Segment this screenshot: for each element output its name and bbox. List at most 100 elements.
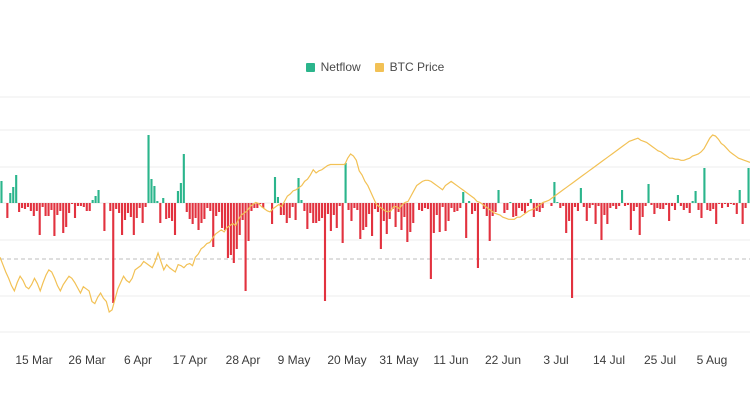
netflow-bar-negative — [726, 203, 729, 207]
netflow-bar-negative — [444, 203, 447, 231]
netflow-bar-negative — [559, 203, 562, 208]
netflow-bar-positive — [153, 186, 156, 203]
netflow-bar-negative — [429, 203, 432, 279]
netflow-bar-negative — [721, 203, 724, 208]
netflow-bar-negative — [79, 203, 82, 206]
netflow-bar-negative — [673, 203, 677, 210]
netflow-bar-negative — [312, 203, 315, 223]
netflow-bar-negative — [715, 203, 718, 224]
netflow-swatch — [305, 62, 315, 72]
netflow-bar-negative — [606, 203, 609, 224]
netflow-bar-negative — [644, 203, 647, 206]
netflow-bar-negative — [41, 203, 44, 207]
netflow-bar-negative — [332, 203, 335, 215]
x-tick-label: 11 Jun — [433, 353, 468, 367]
x-tick-label: 26 Mar — [68, 353, 105, 367]
netflow-bar-negative — [329, 203, 332, 231]
netflow-bar-negative — [191, 203, 194, 224]
netflow-bar-negative — [206, 203, 209, 208]
netflow-bar-negative — [76, 203, 79, 206]
netflow-bar-negative — [712, 203, 715, 209]
netflow-bar-negative — [138, 203, 141, 208]
netflow-bar-negative — [441, 203, 444, 207]
netflow-bar-negative — [235, 203, 238, 249]
netflow-bar-positive — [344, 163, 347, 203]
netflow-bar-negative — [359, 203, 362, 239]
netflow-bar-negative — [668, 203, 671, 221]
netflow-bar-negative — [35, 203, 38, 211]
netflow-bar-negative — [285, 203, 288, 223]
netflow-bar-negative — [373, 203, 377, 209]
netflow-bar-negative — [465, 203, 468, 238]
netflow-bar-negative — [526, 203, 529, 206]
netflow-bar-negative — [568, 203, 571, 221]
netflow-bar-negative — [582, 203, 585, 207]
netflow-bar-negative — [271, 203, 274, 224]
netflow-bar-positive — [0, 181, 3, 203]
netflow-bar-negative — [447, 203, 450, 221]
netflow-bar-negative — [121, 203, 124, 235]
netflow-bar-negative — [171, 203, 174, 221]
netflow-bar-negative — [256, 203, 259, 208]
netflow-bar-negative — [476, 203, 479, 268]
netflow-bar-negative — [218, 203, 221, 212]
legend-item-btc-price[interactable]: BTC Price — [374, 60, 444, 74]
netflow-bar-positive — [12, 187, 15, 203]
netflow-bar-negative — [126, 203, 129, 213]
netflow-bar-negative — [376, 203, 379, 212]
netflow-bar-negative — [294, 203, 297, 220]
netflow-bar-negative — [550, 203, 553, 206]
netflow-bar-negative — [141, 203, 144, 223]
netflow-bar-positive — [691, 201, 694, 203]
netflow-bar-positive — [91, 200, 94, 203]
netflow-bar-negative — [350, 203, 353, 221]
netflow-bar-negative — [697, 203, 700, 210]
netflow-bar-positive — [94, 196, 97, 203]
netflow-bar-negative — [626, 203, 629, 205]
netflow-bar-negative — [259, 203, 262, 204]
netflow-bar-negative — [362, 203, 365, 230]
netflow-bar-positive — [273, 177, 277, 203]
netflow-bar-negative — [571, 203, 574, 298]
netflow-bar-negative — [453, 203, 456, 212]
netflow-bar-negative — [303, 203, 306, 211]
netflow-bar-negative — [612, 203, 615, 206]
netflow-bar-negative — [212, 203, 215, 247]
netflow-bar-negative — [471, 203, 474, 214]
netflow-bar-negative — [412, 203, 415, 223]
netflow-bar-positive — [647, 184, 650, 203]
netflow-bar-positive — [97, 190, 100, 203]
netflow-bar-negative — [103, 203, 106, 231]
netflow-bar-negative — [685, 203, 688, 208]
legend-item-netflow[interactable]: Netflow — [305, 60, 361, 74]
netflow-bar-negative — [371, 203, 374, 236]
netflow-bar-negative — [523, 203, 527, 213]
netflow-bar-positive — [694, 191, 697, 203]
netflow-bar-negative — [59, 203, 62, 211]
netflow-bar-negative — [426, 203, 429, 209]
netflow-bar-negative — [185, 203, 188, 212]
netflow-bar-negative — [565, 203, 568, 233]
netflow-bar-negative — [735, 203, 738, 214]
netflow-bar-negative — [679, 203, 682, 206]
netflow-bar-negative — [641, 203, 644, 217]
netflow-bar-negative — [38, 203, 41, 235]
netflow-bar-negative — [159, 203, 162, 223]
netflow-bar-negative — [321, 203, 324, 218]
netflow-bar-negative — [409, 203, 412, 232]
netflow-bar-negative — [353, 203, 356, 208]
netflow-bar-negative — [50, 203, 53, 210]
netflow-bar-negative — [588, 203, 591, 208]
netflow-bar-negative — [47, 203, 50, 216]
netflow-bar-positive — [621, 190, 624, 203]
netflow-bar-negative — [209, 203, 212, 211]
netflow-bar-negative — [732, 203, 735, 205]
netflow-bar-negative — [423, 203, 427, 208]
netflow-bar-negative — [456, 203, 459, 211]
netflow-bar-negative — [123, 203, 127, 220]
netflow-bar-negative — [232, 203, 235, 263]
netflow-bar-negative — [521, 203, 524, 211]
netflow-bar-negative — [744, 203, 747, 208]
netflow-bar-negative — [503, 203, 506, 213]
